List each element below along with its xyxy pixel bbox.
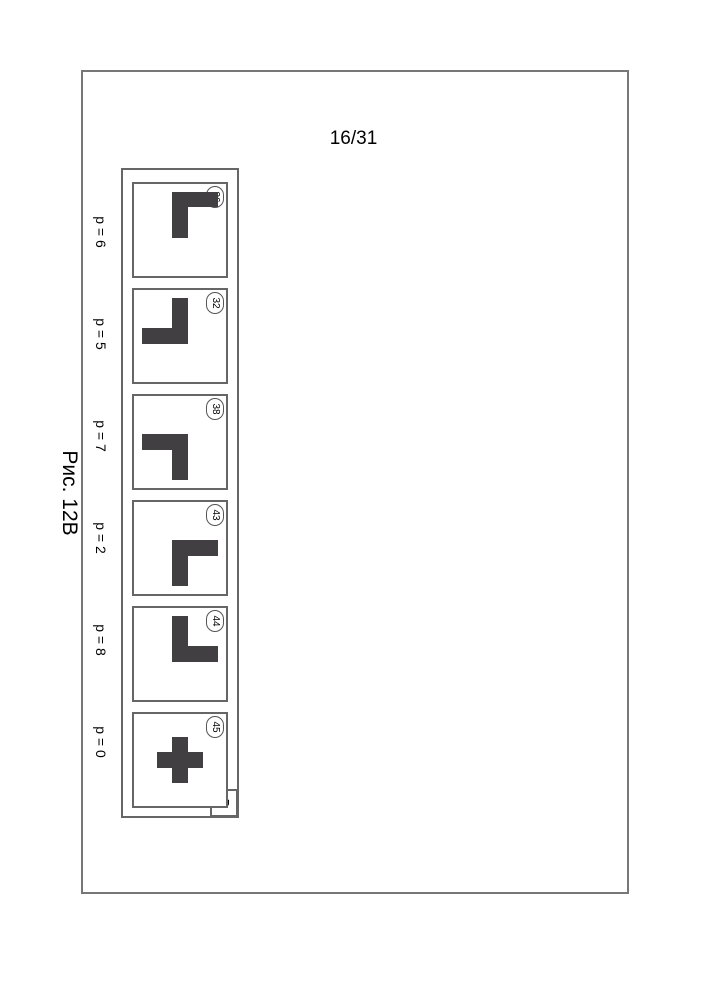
shape-cell: 38: [132, 394, 228, 490]
shape-cell: 43: [132, 500, 228, 596]
shape-grid: [142, 510, 218, 586]
cells-host: 26 32 38 43 44 45: [132, 182, 228, 818]
p-label: p = 6: [93, 186, 109, 278]
p-label: p = 7: [93, 390, 109, 482]
shape-cell: 26: [132, 182, 228, 278]
p-label: p = 8: [93, 594, 109, 686]
shape-grid: [142, 192, 218, 268]
shape-grid: [142, 722, 218, 798]
figure-rotated-container: B 263238434445 p = 6p = 5p = 7p = 2p = 8…: [9, 168, 239, 818]
p-label: p = 5: [93, 288, 109, 380]
shape-cell: 44: [132, 606, 228, 702]
figure-caption: Рис. 12B: [57, 168, 81, 818]
shape-cell: 45: [132, 712, 228, 808]
p-labels-row: p = 6 p = 5 p = 7 p = 2 p = 8 p = 0: [93, 186, 109, 818]
shape-cell: 32: [132, 288, 228, 384]
shape-grid: [142, 298, 218, 374]
p-label: p = 2: [93, 492, 109, 584]
shape-grid: [142, 404, 218, 480]
page-number: 16/31: [0, 128, 707, 150]
shape-grid: [142, 616, 218, 692]
p-label: p = 0: [93, 696, 109, 788]
page: 16/31 B 263238434445 p = 6p = 5p = 7p = …: [0, 0, 707, 1000]
shape-panel: B 263238434445: [121, 168, 239, 818]
